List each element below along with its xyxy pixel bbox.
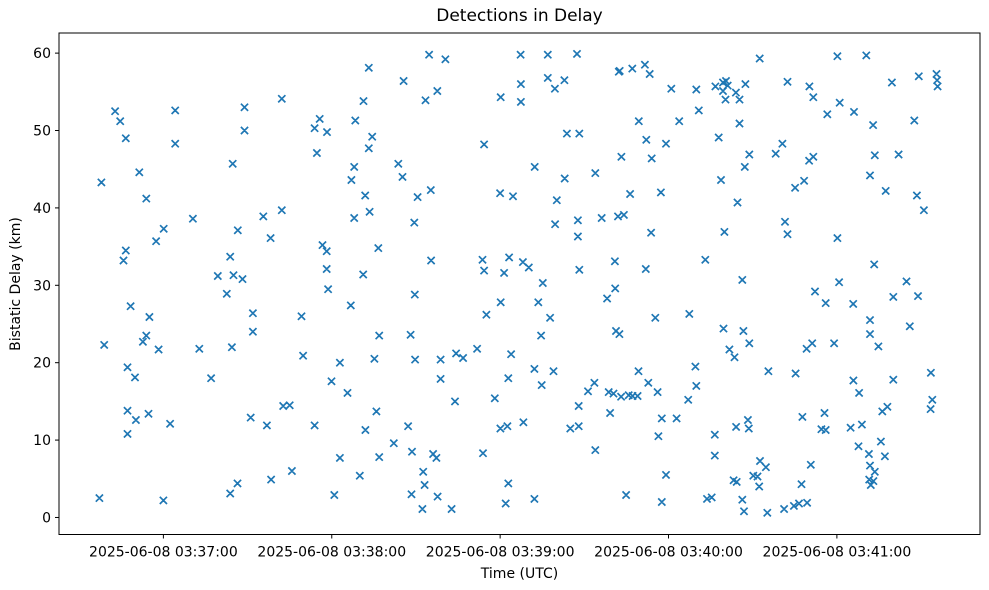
y-tick-label: 60 (33, 46, 51, 62)
x-tick-label: 2025-06-08 03:38:00 (257, 545, 406, 561)
x-tick-label: 2025-06-08 03:40:00 (594, 545, 743, 561)
scatter-points (95, 49, 942, 518)
y-tick-label: 10 (33, 433, 51, 449)
y-tick-label: 30 (33, 278, 51, 294)
y-tick-label: 0 (42, 510, 51, 526)
chart-title: Detections in Delay (436, 6, 603, 26)
y-tick-label: 20 (33, 356, 51, 372)
x-tick-label: 2025-06-08 03:39:00 (426, 545, 575, 561)
y-tick-label: 50 (33, 124, 51, 140)
x-tick-label: 2025-06-08 03:37:00 (89, 545, 238, 561)
axes-spines (58, 32, 981, 535)
y-tick-label: 40 (33, 201, 51, 217)
x-axis-label: Time (UTC) (480, 566, 559, 582)
x-tick-label: 2025-06-08 03:41:00 (763, 545, 912, 561)
